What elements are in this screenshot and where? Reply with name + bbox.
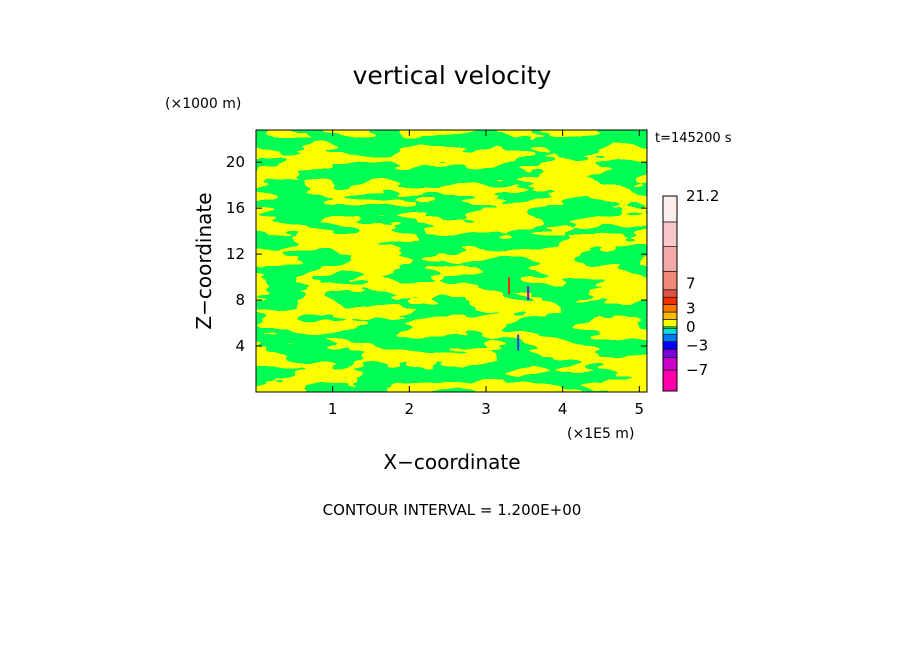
colorbar-band (662, 348, 678, 358)
colorbar-band (662, 341, 678, 350)
x-tick-label: 1 (328, 400, 338, 418)
x-axis-label: X−coordinate (383, 450, 520, 474)
y-axis-label: Z−coordinate (192, 192, 216, 329)
contour-interval-annotation: CONTOUR INTERVAL = 1.200E+00 (323, 501, 582, 519)
colorbar-band (662, 311, 678, 320)
time-label: t=145200 s (655, 131, 732, 146)
colorbar-band (662, 289, 678, 298)
colorbar-band (662, 270, 678, 291)
plume-streaks (508, 277, 530, 351)
colorbar-band (662, 369, 678, 392)
y-tick-label: 8 (235, 291, 245, 309)
x-tick-label: 3 (481, 400, 491, 418)
plot-area (256, 130, 647, 392)
y-axis: 4 8 12 16 20 (226, 153, 647, 355)
colorbar-band (662, 195, 678, 223)
x-axis: 1 2 3 4 5 (328, 130, 644, 418)
y-tick-label: 12 (226, 245, 245, 263)
plot-frame (255, 129, 648, 393)
chart-title: vertical velocity (353, 61, 552, 90)
colorbar-label: 7 (686, 275, 696, 293)
colorbar-band (662, 328, 678, 335)
y-tick-label: 20 (226, 153, 245, 171)
colorbar-band (662, 296, 678, 305)
colorbar-frame (662, 195, 678, 392)
colorbar-band (662, 357, 678, 371)
positive-field (256, 130, 647, 392)
x-unit-label: (×1E5 m) (567, 426, 634, 442)
colorbar-label: 21.2 (686, 187, 719, 205)
x-tick-label: 5 (635, 400, 645, 418)
colorbar-band (662, 246, 678, 272)
colorbar-label: −3 (686, 336, 708, 354)
x-tick-label: 2 (405, 400, 415, 418)
y-tick-label: 4 (235, 337, 245, 355)
x-tick-label: 4 (558, 400, 568, 418)
colorbar-label: −7 (686, 361, 708, 379)
colorbar-label: 0 (686, 318, 696, 336)
colorbar-band (662, 319, 678, 328)
colorbar-band (662, 221, 678, 247)
y-tick-label: 16 (226, 199, 245, 217)
y-unit-label: (×1000 m) (165, 96, 241, 112)
colorbar-band (662, 304, 678, 313)
colorbar-label: 3 (686, 299, 696, 317)
colorbar-band (662, 333, 678, 342)
colorbar: 21.2 7 30−3 −7 (662, 187, 719, 392)
